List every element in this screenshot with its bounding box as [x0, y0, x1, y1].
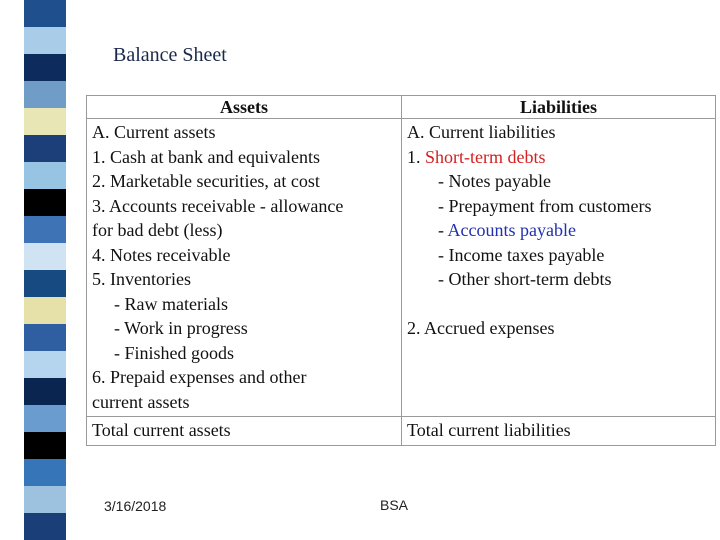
stripe-block — [24, 432, 66, 459]
assets-line: 2. Marketable securities, at cost — [92, 171, 320, 191]
total-assets-cell: Total current assets — [86, 416, 402, 446]
liabilities-line: - Accounts payable — [407, 218, 710, 243]
stripe-block — [24, 324, 66, 351]
accounts-payable-prefix: - — [438, 220, 448, 240]
stripe-block — [24, 513, 66, 540]
assets-line: 5. Inventories — [92, 269, 191, 289]
table-header-row: Assets Liabilities — [86, 95, 716, 119]
assets-line: 3. Accounts receivable - allowance — [92, 195, 344, 216]
stripe-block — [24, 162, 66, 189]
assets-line: - Finished goods — [114, 342, 235, 363]
slide-title: Balance Sheet — [113, 44, 227, 66]
assets-header: Assets — [86, 95, 402, 119]
footer-date: 3/16/2018 — [104, 498, 167, 514]
liabilities-cell: A. Current liabilities 1. Short-term deb… — [401, 118, 716, 417]
assets-line: 1. Cash at bank and equivalents — [92, 146, 320, 167]
short-term-debts-label: Short-term debts — [425, 146, 546, 167]
assets-line: for bad debt (less) — [92, 220, 223, 240]
liabilities-line: - Income taxes payable — [438, 244, 605, 265]
stripe-block — [24, 405, 66, 432]
assets-line: current assets — [92, 391, 190, 412]
stripe-block — [24, 297, 66, 324]
liabilities-line: - Notes payable — [438, 171, 551, 191]
stripe-block — [24, 486, 66, 513]
stripe-block — [24, 108, 66, 135]
stripe-block — [24, 216, 66, 243]
stripe-block — [24, 270, 66, 297]
decorative-stripe — [24, 0, 66, 540]
stripe-block — [24, 27, 66, 54]
stripe-block — [24, 54, 66, 81]
liabilities-line: - Prepayment from customers — [438, 195, 652, 216]
assets-cell: A. Current assets 1. Cash at bank and eq… — [86, 118, 402, 417]
balance-sheet-table: Assets Liabilities A. Current assets 1. … — [86, 95, 716, 446]
total-liabilities-cell: Total current liabilities — [401, 416, 716, 446]
stripe-block — [24, 459, 66, 486]
stripe-block — [24, 81, 66, 108]
table-body-row: A. Current assets 1. Cash at bank and eq… — [86, 118, 716, 417]
liabilities-line: - Other short-term debts — [438, 269, 612, 289]
liabilities-line: 2. Accrued expenses — [407, 318, 555, 338]
liabilities-header: Liabilities — [401, 95, 716, 119]
footer-label: BSA — [380, 497, 409, 513]
short-term-prefix: 1. — [407, 146, 425, 167]
assets-line: - Work in progress — [114, 318, 248, 338]
assets-line: 4. Notes receivable — [92, 244, 231, 265]
stripe-block — [24, 351, 66, 378]
stripe-block — [24, 189, 66, 216]
assets-line: - Raw materials — [114, 293, 228, 314]
accounts-payable-label: Accounts payable — [447, 220, 576, 240]
stripe-block — [24, 135, 66, 162]
liabilities-line: A. Current liabilities — [407, 122, 556, 142]
liabilities-spacer — [407, 292, 710, 317]
stripe-block — [24, 0, 66, 27]
table-total-row: Total current assets Total current liabi… — [86, 416, 716, 446]
liabilities-line: 1. Short-term debts — [407, 145, 710, 170]
stripe-block — [24, 378, 66, 405]
assets-line: 6. Prepaid expenses and other — [92, 367, 307, 387]
assets-line: A. Current assets — [92, 122, 216, 142]
stripe-block — [24, 243, 66, 270]
